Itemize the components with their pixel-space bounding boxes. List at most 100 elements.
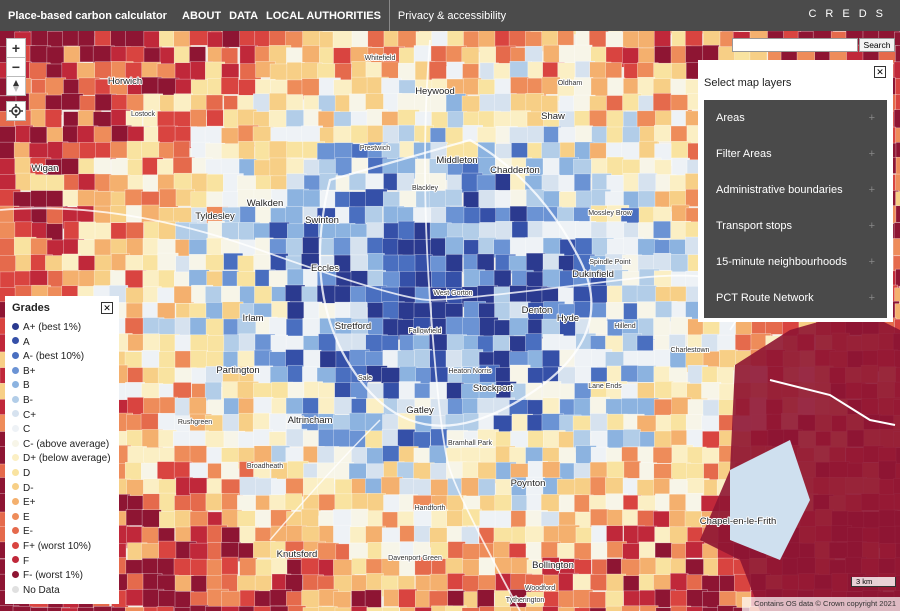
map-area[interactable] [606, 156, 624, 176]
map-area[interactable] [895, 191, 900, 212]
map-area[interactable] [76, 205, 94, 224]
map-area[interactable] [62, 270, 81, 289]
map-area[interactable] [638, 29, 656, 49]
map-area[interactable] [125, 222, 144, 242]
map-area[interactable] [350, 508, 369, 529]
map-area[interactable] [174, 334, 192, 353]
map-area[interactable] [189, 109, 207, 128]
map-area[interactable] [174, 350, 192, 369]
map-area[interactable] [287, 605, 307, 611]
map-area[interactable] [93, 606, 114, 611]
map-area[interactable] [525, 333, 543, 352]
map-area[interactable] [222, 29, 242, 48]
map-area[interactable] [637, 350, 658, 367]
map-area[interactable] [653, 220, 674, 239]
map-area[interactable] [61, 607, 79, 611]
map-area[interactable] [686, 606, 708, 611]
map-area[interactable] [445, 271, 463, 290]
map-area[interactable] [173, 30, 192, 49]
map-area[interactable] [430, 509, 449, 529]
map-area[interactable] [605, 605, 628, 611]
zoom-in[interactable]: + [6, 38, 26, 58]
map-area[interactable] [333, 591, 352, 611]
map-area[interactable] [253, 605, 272, 611]
map-area[interactable] [268, 317, 286, 337]
map-area[interactable] [636, 285, 658, 303]
map-area[interactable] [287, 364, 304, 383]
map-area[interactable] [12, 606, 33, 611]
map-area[interactable] [350, 236, 368, 257]
map-area[interactable] [509, 364, 531, 384]
map-area[interactable] [445, 605, 467, 611]
map-area[interactable] [94, 173, 112, 192]
map-area[interactable] [446, 61, 465, 79]
map-area[interactable] [399, 607, 422, 611]
map-area[interactable] [652, 446, 675, 464]
map-area[interactable] [220, 606, 243, 611]
map-area[interactable] [638, 190, 656, 208]
map-area[interactable] [397, 511, 417, 528]
map-area[interactable] [61, 158, 80, 175]
map-area[interactable] [637, 525, 658, 543]
map-area[interactable] [189, 445, 208, 464]
map-area[interactable] [621, 142, 641, 162]
map-area[interactable] [397, 93, 418, 111]
map-area[interactable] [14, 157, 32, 174]
layer-item[interactable]: Administrative boundaries + [704, 172, 887, 208]
map-area[interactable] [591, 525, 609, 546]
map-area[interactable] [494, 606, 517, 611]
map-area[interactable] [270, 334, 289, 355]
map-area[interactable] [623, 460, 642, 481]
nav-link[interactable]: Privacy & accessibility [397, 9, 507, 22]
map-area[interactable] [894, 318, 900, 336]
map-area[interactable] [238, 605, 259, 611]
map-area[interactable] [366, 222, 387, 240]
map-area[interactable] [316, 477, 335, 496]
map-area[interactable] [143, 606, 164, 611]
map-area[interactable] [895, 173, 900, 194]
map-area[interactable] [189, 397, 207, 416]
map-area[interactable] [173, 461, 193, 479]
close-button[interactable]: ✕ [101, 302, 113, 314]
map-area[interactable] [590, 430, 608, 449]
map-area[interactable] [94, 222, 114, 242]
map-area[interactable] [573, 173, 591, 192]
map-area[interactable] [429, 173, 447, 190]
map-area[interactable] [205, 254, 224, 271]
map-area[interactable] [653, 62, 673, 82]
map-area[interactable] [622, 30, 640, 50]
map-area[interactable] [461, 607, 480, 611]
map-area[interactable] [0, 126, 16, 145]
map-area[interactable] [285, 349, 305, 368]
map-area[interactable] [253, 445, 272, 465]
map-area[interactable] [174, 607, 194, 611]
map-area[interactable] [221, 461, 239, 480]
map-area[interactable] [669, 590, 690, 608]
map-area[interactable] [332, 30, 355, 49]
map-area[interactable] [157, 252, 179, 273]
map-area[interactable] [286, 141, 303, 159]
map-area[interactable] [269, 413, 287, 432]
map-area[interactable] [445, 254, 463, 273]
zoom-out[interactable]: − [6, 57, 26, 77]
map-area[interactable] [653, 252, 672, 271]
map-area[interactable] [141, 462, 160, 482]
map-area[interactable] [397, 239, 415, 258]
map-area[interactable] [268, 270, 288, 289]
map-area[interactable] [652, 93, 672, 113]
map-area[interactable] [174, 575, 194, 592]
map-area[interactable] [318, 382, 335, 401]
map-area[interactable] [285, 397, 305, 415]
map-area[interactable] [623, 429, 641, 448]
map-area[interactable] [685, 492, 704, 512]
map-area[interactable] [510, 557, 530, 575]
layer-item[interactable]: Areas + [704, 100, 887, 136]
map-area[interactable] [895, 45, 900, 63]
map-area[interactable] [159, 188, 179, 208]
map-area[interactable] [574, 607, 591, 611]
map-area[interactable] [685, 541, 705, 559]
map-area[interactable] [286, 173, 307, 192]
map-area[interactable] [893, 61, 900, 81]
map-area[interactable] [61, 253, 81, 273]
map-area[interactable] [156, 606, 174, 611]
